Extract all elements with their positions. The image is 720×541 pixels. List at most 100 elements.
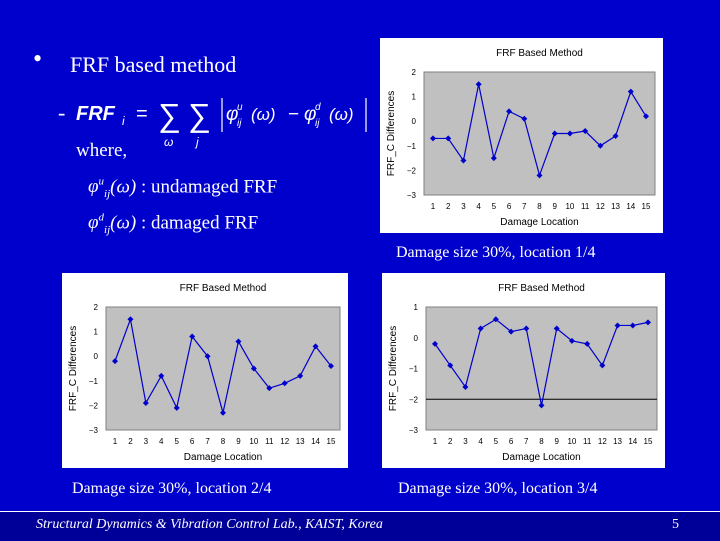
data-point bbox=[445, 135, 452, 142]
data-point bbox=[584, 340, 591, 347]
data-point bbox=[582, 128, 589, 135]
y-tick-label: −1 bbox=[89, 377, 99, 386]
x-axis-label: Damage Location bbox=[500, 217, 578, 228]
x-tick-label: 15 bbox=[644, 437, 653, 446]
x-axis-label: Damage Location bbox=[184, 452, 262, 463]
x-tick-label: 13 bbox=[611, 202, 620, 211]
svg-text:(ω): (ω) bbox=[329, 105, 354, 124]
data-point bbox=[142, 399, 149, 406]
caption-location-1-4: Damage size 30%, location 1/4 bbox=[396, 244, 596, 261]
data-point bbox=[204, 353, 211, 360]
data-point bbox=[447, 362, 454, 369]
data-point bbox=[312, 343, 319, 350]
x-tick-label: 6 bbox=[507, 202, 512, 211]
svg-text:φ: φ bbox=[304, 104, 316, 125]
data-point bbox=[568, 337, 575, 344]
y-tick-label: −2 bbox=[407, 166, 417, 175]
slide-heading: FRF based method bbox=[70, 52, 237, 77]
sum-symbol-j: ∑ bbox=[188, 97, 211, 133]
definition-undamaged-text: : undamaged FRF bbox=[140, 176, 278, 198]
x-tick-label: 5 bbox=[174, 437, 179, 446]
data-point bbox=[127, 316, 134, 323]
data-point bbox=[432, 340, 438, 347]
y-tick-label: 0 bbox=[412, 117, 417, 126]
x-tick-label: 14 bbox=[628, 437, 637, 446]
x-tick-label: 5 bbox=[494, 437, 499, 446]
data-point bbox=[645, 319, 651, 326]
data-point bbox=[612, 132, 619, 139]
page-number: 5 bbox=[672, 517, 679, 532]
x-tick-label: 15 bbox=[642, 202, 651, 211]
data-point bbox=[566, 130, 573, 137]
y-tick-label: 2 bbox=[412, 68, 417, 77]
data-point bbox=[508, 328, 515, 335]
data-point bbox=[297, 372, 304, 379]
svg-text:−: − bbox=[288, 104, 299, 125]
sum-symbol-omega: ∑ bbox=[158, 97, 181, 133]
data-point bbox=[112, 358, 118, 365]
x-tick-label: 8 bbox=[537, 202, 542, 211]
x-tick-label: 9 bbox=[236, 437, 241, 446]
y-tick-label: 1 bbox=[412, 93, 417, 102]
y-tick-label: 0 bbox=[414, 334, 419, 343]
data-point bbox=[173, 404, 180, 411]
chart-title: FRF Based Method bbox=[496, 48, 583, 59]
data-point bbox=[189, 333, 196, 340]
x-axis-label: Damage Location bbox=[502, 452, 580, 463]
y-tick-label: 1 bbox=[414, 303, 419, 312]
x-tick-label: 12 bbox=[280, 437, 289, 446]
data-point bbox=[523, 325, 530, 332]
y-tick-label: −1 bbox=[407, 142, 417, 151]
x-tick-label: 8 bbox=[539, 437, 544, 446]
definition-damaged-text: : damaged FRF bbox=[140, 212, 259, 234]
svg-text:(ω): (ω) bbox=[251, 105, 276, 124]
x-tick-label: 4 bbox=[476, 202, 481, 211]
data-point bbox=[250, 365, 257, 372]
data-point bbox=[328, 363, 334, 370]
sum-index-omega: ω bbox=[164, 135, 173, 149]
y-tick-label: −3 bbox=[409, 426, 419, 435]
y-axis-label: FRF_C Differences bbox=[386, 91, 397, 176]
x-tick-label: 10 bbox=[567, 437, 576, 446]
svg-text:ij: ij bbox=[315, 118, 320, 129]
x-tick-label: 11 bbox=[265, 437, 274, 446]
definition-undamaged: φuij(ω) : undamaged FRF bbox=[88, 176, 278, 201]
y-tick-label: 0 bbox=[94, 352, 99, 361]
data-point bbox=[266, 385, 273, 392]
x-tick-label: 3 bbox=[144, 437, 149, 446]
x-tick-label: 2 bbox=[448, 437, 453, 446]
data-point bbox=[506, 108, 513, 115]
footer-bar: Structural Dynamics & Vibration Control … bbox=[0, 511, 720, 541]
x-tick-label: 4 bbox=[159, 437, 164, 446]
x-tick-label: 8 bbox=[221, 437, 226, 446]
data-point bbox=[158, 372, 165, 379]
svg-text:u: u bbox=[237, 102, 243, 113]
caption-location-2-4: Damage size 30%, location 2/4 bbox=[72, 480, 272, 497]
data-point bbox=[477, 325, 484, 332]
x-tick-label: 11 bbox=[583, 437, 592, 446]
y-tick-label: −3 bbox=[407, 191, 417, 200]
y-tick-label: −2 bbox=[409, 395, 419, 404]
sum-index-j: j bbox=[194, 135, 199, 149]
x-tick-label: 7 bbox=[522, 202, 527, 211]
x-tick-label: 14 bbox=[311, 437, 320, 446]
formula-lhs: FRF bbox=[76, 103, 116, 125]
x-tick-label: 13 bbox=[296, 437, 305, 446]
x-tick-label: 3 bbox=[461, 202, 466, 211]
chart-location-1-4: FRF Based Method Damage Location FRF_C Dif… bbox=[380, 38, 663, 233]
y-tick-label: −1 bbox=[409, 365, 419, 374]
data-point bbox=[599, 362, 606, 369]
x-tick-label: 9 bbox=[552, 202, 557, 211]
plot-area bbox=[105, 306, 341, 431]
x-tick-label: 14 bbox=[626, 202, 635, 211]
data-point bbox=[538, 402, 545, 409]
data-point bbox=[551, 130, 558, 137]
x-tick-label: 12 bbox=[596, 202, 605, 211]
chart-location-2-4: FRF Based Method Damage Location FRF_C Dif… bbox=[62, 273, 348, 468]
x-tick-label: 13 bbox=[613, 437, 622, 446]
svg-text:φ: φ bbox=[226, 104, 238, 125]
x-tick-label: 3 bbox=[463, 437, 468, 446]
chart-location-3-4: FRF Based Method Damage Location FRF_C Dif… bbox=[382, 273, 665, 468]
x-tick-label: 10 bbox=[565, 202, 574, 211]
x-tick-label: 2 bbox=[128, 437, 133, 446]
